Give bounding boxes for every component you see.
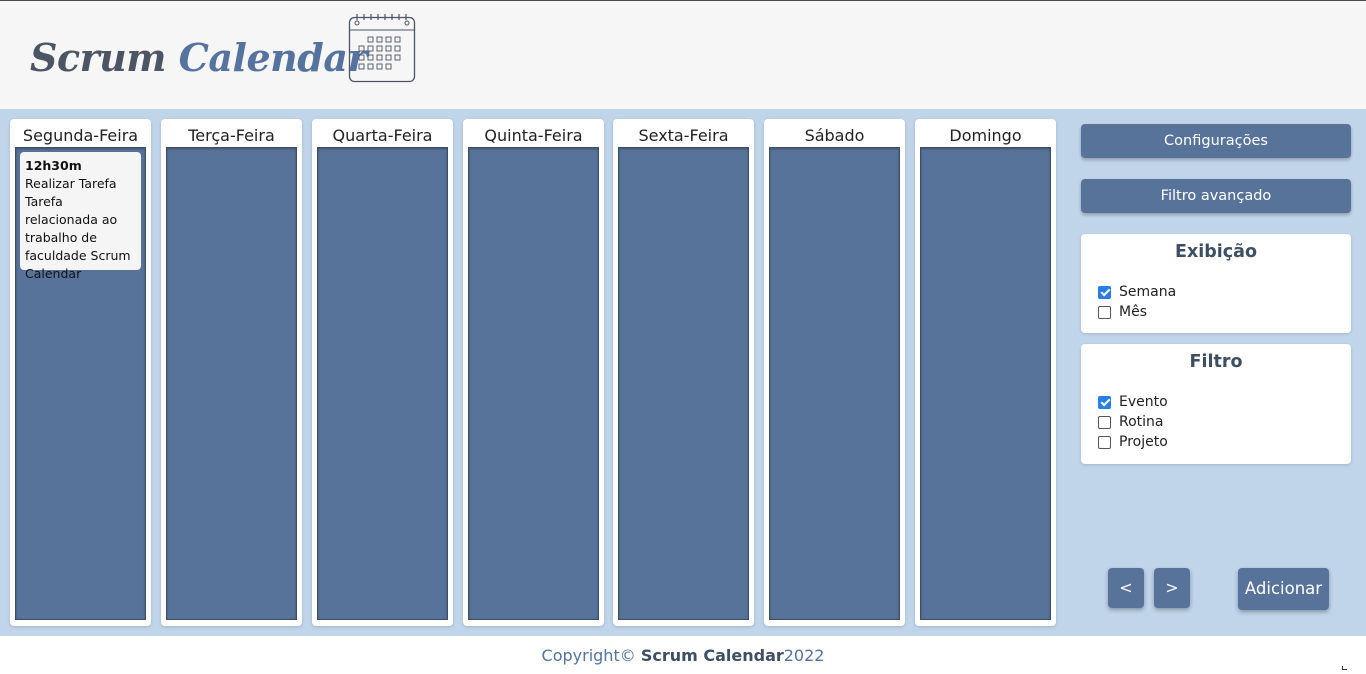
day-column[interactable] <box>618 147 749 620</box>
day-column[interactable] <box>920 147 1051 620</box>
day-title: Terça-Feira <box>188 126 275 145</box>
event-card[interactable]: 12h30m Realizar Tarefa Tarefa relacionad… <box>20 152 141 281</box>
day-card-wednesday: Quarta-Feira <box>312 119 453 626</box>
option-label: Semana <box>1119 284 1177 300</box>
event-checkbox[interactable] <box>1098 395 1111 409</box>
logo: Scrum Calendar <box>30 34 368 82</box>
day-title: Domingo <box>949 126 1022 145</box>
main-area: Segunda-Feira 12h30m Realizar Tarefa Tar… <box>0 109 1366 636</box>
display-panel-title: Exibição <box>1175 242 1257 262</box>
calendar-icon <box>348 14 416 83</box>
day-column[interactable]: 12h30m Realizar Tarefa Tarefa relacionad… <box>15 147 146 620</box>
project-checkbox[interactable] <box>1098 435 1111 449</box>
day-title: Segunda-Feira <box>22 126 139 145</box>
option-label: Rotina <box>1119 414 1164 430</box>
day-title: Quinta-Feira <box>484 126 583 145</box>
routine-checkbox[interactable] <box>1098 415 1111 429</box>
day-card-thursday: Quinta-Feira <box>463 119 604 626</box>
month-checkbox[interactable] <box>1098 305 1111 319</box>
logo-word-scrum: Scrum <box>30 35 166 80</box>
day-card-friday: Sexta-Feira <box>613 119 754 626</box>
next-week-button[interactable]: > <box>1154 568 1190 608</box>
event-text: Realizar Tarefa Tarefa relacionada ao tr… <box>25 176 131 281</box>
day-column[interactable] <box>468 147 599 620</box>
day-title: Quarta-Feira <box>332 126 433 145</box>
display-panel: Exibição Semana Mês <box>1081 234 1351 333</box>
day-card-tuesday: Terça-Feira <box>161 119 302 626</box>
copyright-prefix: Copyright© <box>541 646 636 665</box>
filter-option-project[interactable]: Projeto <box>1098 432 1168 452</box>
advanced-filter-button[interactable]: Filtro avançado <box>1081 179 1351 213</box>
option-label: Mês <box>1119 304 1147 320</box>
footer: Copyright© Scrum Calendar2022 <box>0 636 1366 674</box>
resize-handle-icon <box>1342 666 1347 670</box>
filter-panel-title: Filtro <box>1189 352 1243 372</box>
settings-button[interactable]: Configurações <box>1081 124 1351 158</box>
copyright: Copyright© Scrum Calendar2022 <box>0 646 1366 666</box>
day-column[interactable] <box>317 147 448 620</box>
filter-panel: Filtro Evento Rotina Projeto <box>1081 344 1351 464</box>
display-option-week[interactable]: Semana <box>1098 282 1176 302</box>
day-title: Sexta-Feira <box>638 126 729 145</box>
day-card-sunday: Domingo <box>915 119 1056 626</box>
day-title: Sábado <box>804 126 865 145</box>
app-header: Scrum Calendar <box>0 0 1366 109</box>
display-option-month[interactable]: Mês <box>1098 302 1147 322</box>
previous-week-button[interactable]: < <box>1108 568 1144 608</box>
day-column[interactable] <box>769 147 900 620</box>
day-column[interactable] <box>166 147 297 620</box>
day-card-monday: Segunda-Feira 12h30m Realizar Tarefa Tar… <box>10 119 151 626</box>
copyright-year: 2022 <box>783 646 825 665</box>
day-card-saturday: Sábado <box>764 119 905 626</box>
filter-option-routine[interactable]: Rotina <box>1098 412 1164 432</box>
week-checkbox[interactable] <box>1098 285 1111 299</box>
option-label: Projeto <box>1119 434 1168 450</box>
filter-option-event[interactable]: Evento <box>1098 392 1168 412</box>
option-label: Evento <box>1119 394 1168 410</box>
add-button[interactable]: Adicionar <box>1238 568 1329 610</box>
copyright-brand: Scrum Calendar <box>640 646 784 665</box>
logo-word-calendar: Calendar <box>178 35 368 80</box>
event-time: 12h30m <box>25 158 82 173</box>
